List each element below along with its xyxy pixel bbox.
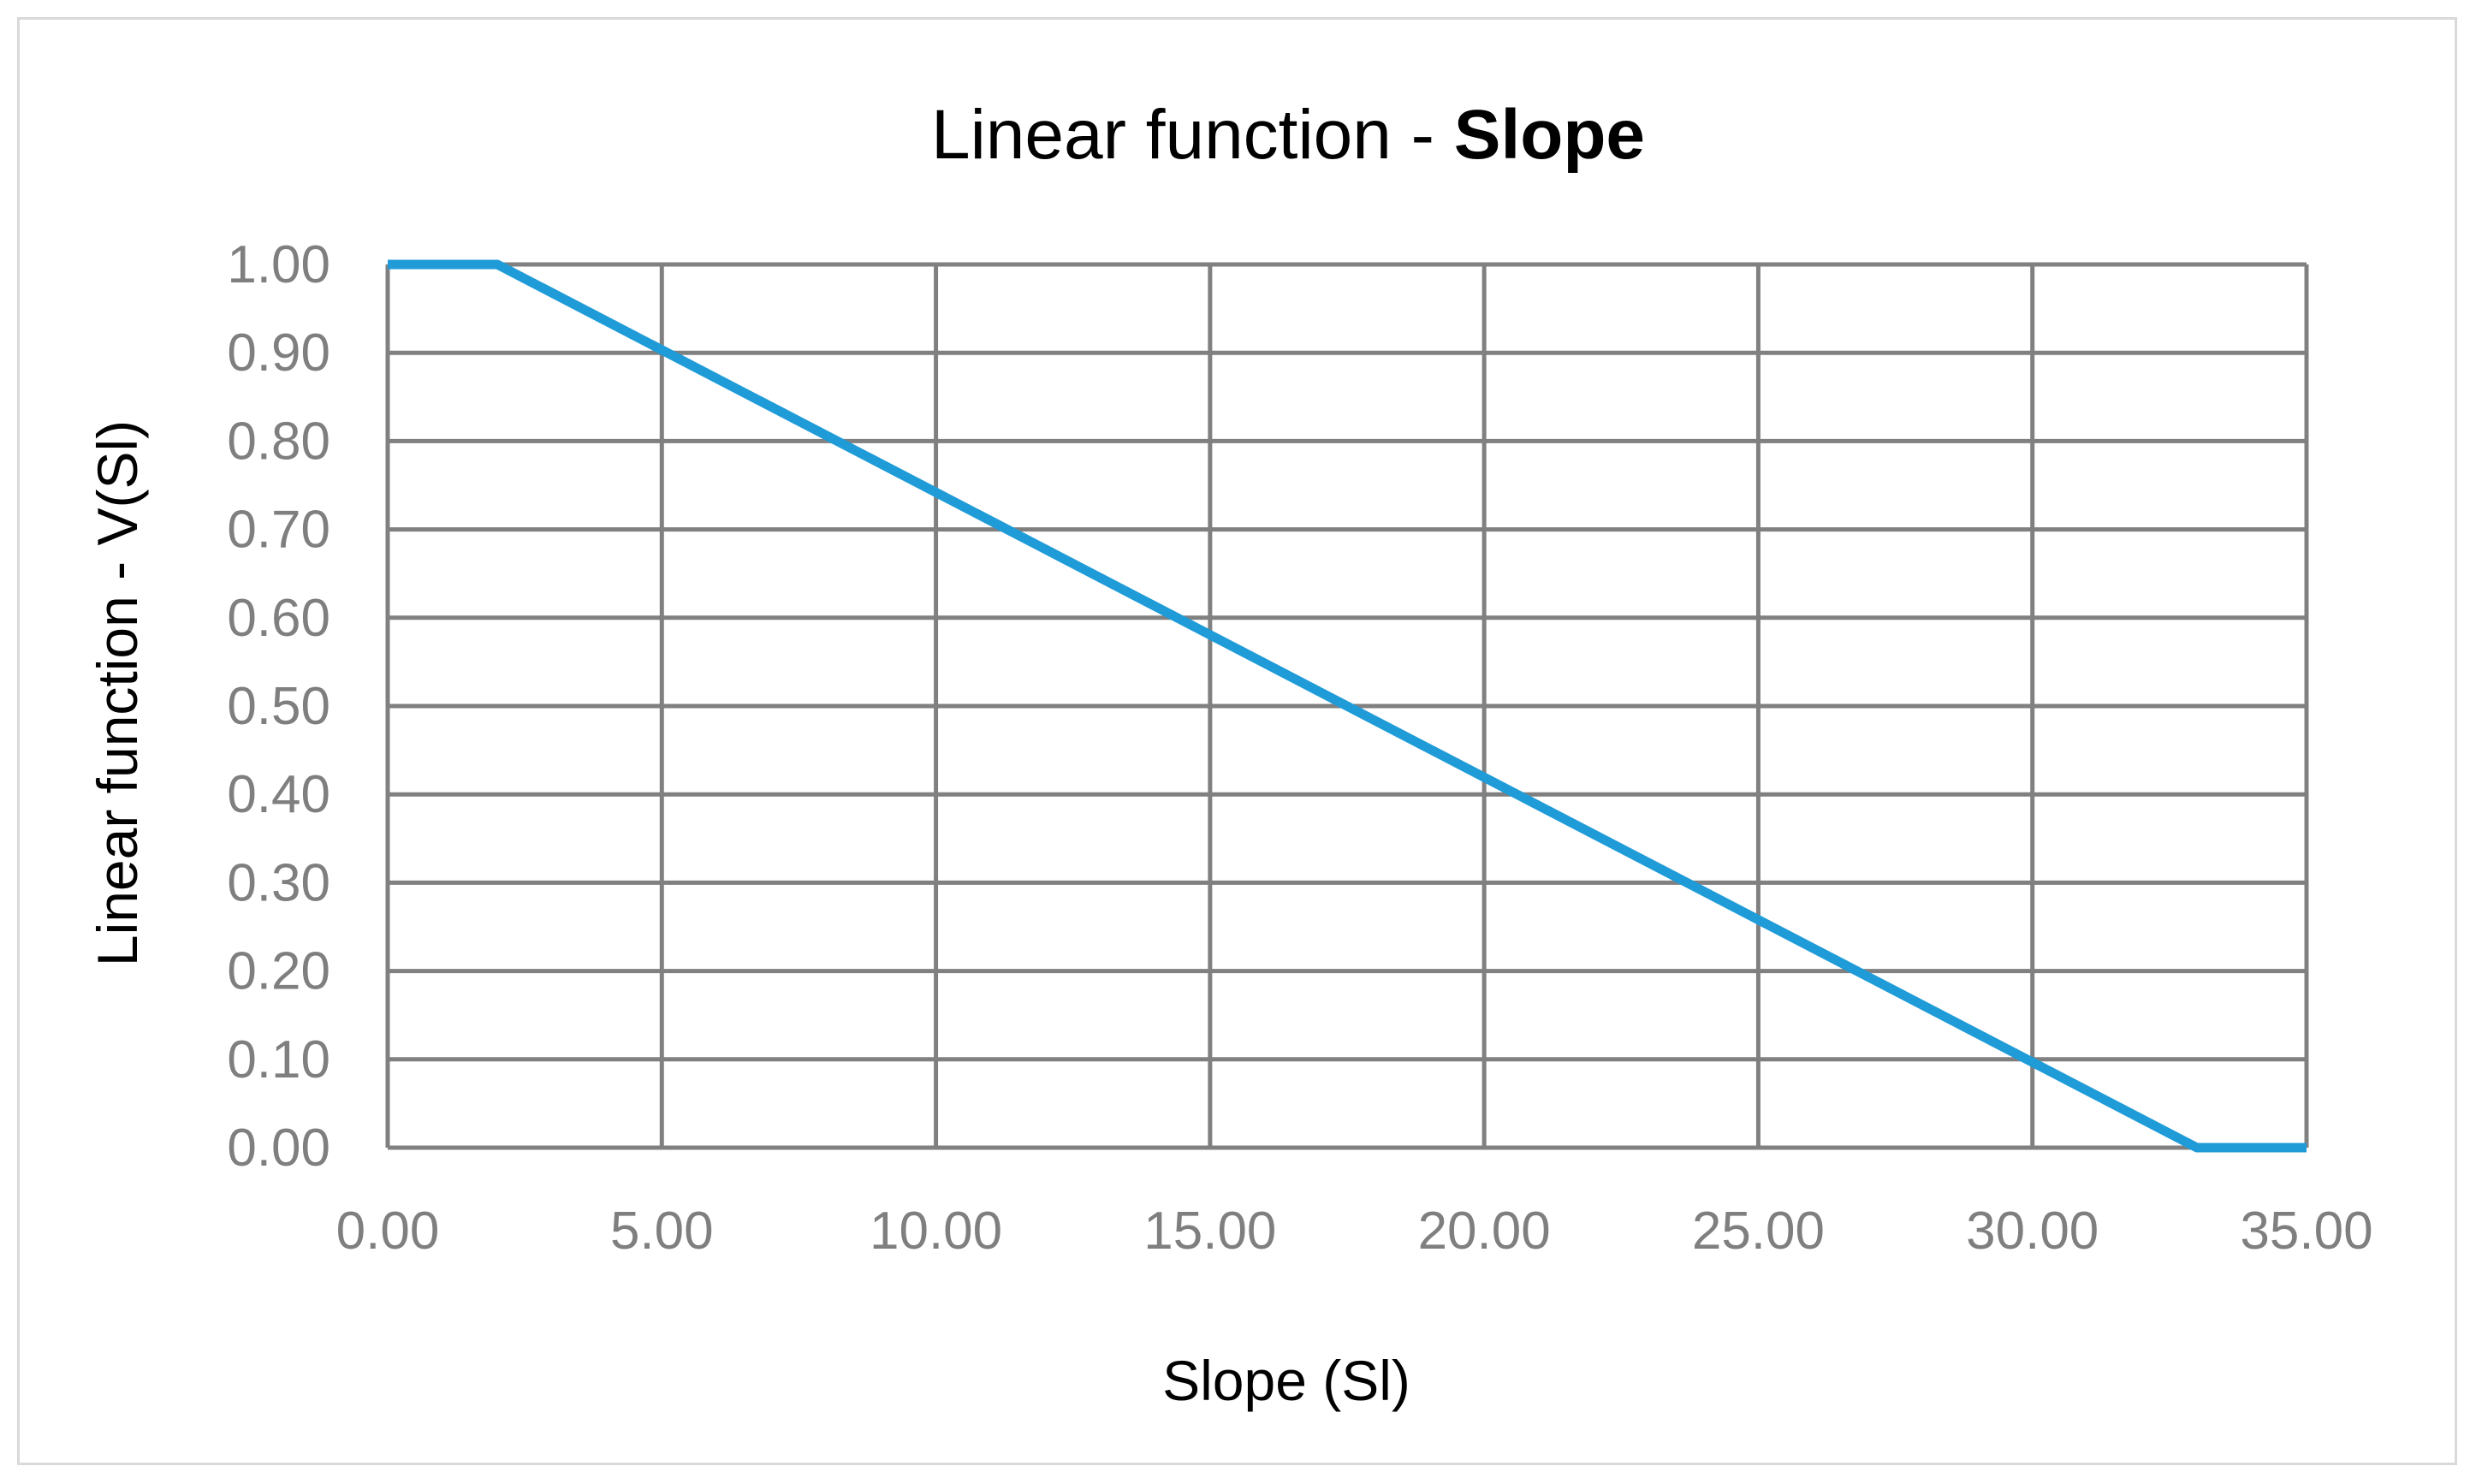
x-axis-title: Slope (Sl) bbox=[1162, 1349, 1410, 1412]
x-tick-label: 15.00 bbox=[1143, 1202, 1276, 1261]
y-tick-label: 0.90 bbox=[227, 324, 330, 383]
x-tick-label: 35.00 bbox=[2240, 1202, 2372, 1261]
x-tick-label: 10.00 bbox=[870, 1202, 1002, 1261]
series-group bbox=[388, 259, 2307, 1153]
y-tick-label: 0.80 bbox=[227, 412, 330, 471]
x-tick-label: 30.00 bbox=[1966, 1202, 2099, 1261]
y-tick-label: 1.00 bbox=[227, 235, 330, 294]
x-tick-label: 25.00 bbox=[1692, 1202, 1825, 1261]
y-tick-label: 0.40 bbox=[227, 765, 330, 824]
y-axis-title: Linear function - V(Sl) bbox=[86, 420, 149, 966]
y-tick-label: 0.60 bbox=[227, 589, 330, 648]
x-tick-label: 20.00 bbox=[1418, 1202, 1551, 1261]
chart-title: Linear function - Slope bbox=[931, 96, 1645, 174]
y-tick-labels: 0.00 0.10 0.20 0.30 0.40 0.50 0.60 0.70 0.80 0.90… bbox=[227, 235, 330, 1178]
y-tick-label: 0.00 bbox=[227, 1119, 330, 1178]
y-tick-label: 0.20 bbox=[227, 942, 330, 1001]
y-tick-label: 0.10 bbox=[227, 1030, 330, 1089]
series-line bbox=[388, 259, 2307, 1153]
y-tick-label: 0.30 bbox=[227, 853, 330, 912]
x-tick-labels: 0.00 5.00 10.00 15.00 20.00 25.00 30.00 35.00 bbox=[336, 1202, 2373, 1261]
chart-title-main: Linear function - bbox=[931, 96, 1454, 174]
x-tick-label: 0.00 bbox=[336, 1202, 440, 1261]
y-tick-label: 0.70 bbox=[227, 501, 330, 560]
x-tick-label: 5.00 bbox=[610, 1202, 714, 1261]
y-tick-label: 0.50 bbox=[227, 677, 330, 736]
chart-title-bold: Slope bbox=[1454, 96, 1645, 174]
chart-frame bbox=[17, 17, 2457, 1465]
grid bbox=[385, 262, 2309, 1150]
